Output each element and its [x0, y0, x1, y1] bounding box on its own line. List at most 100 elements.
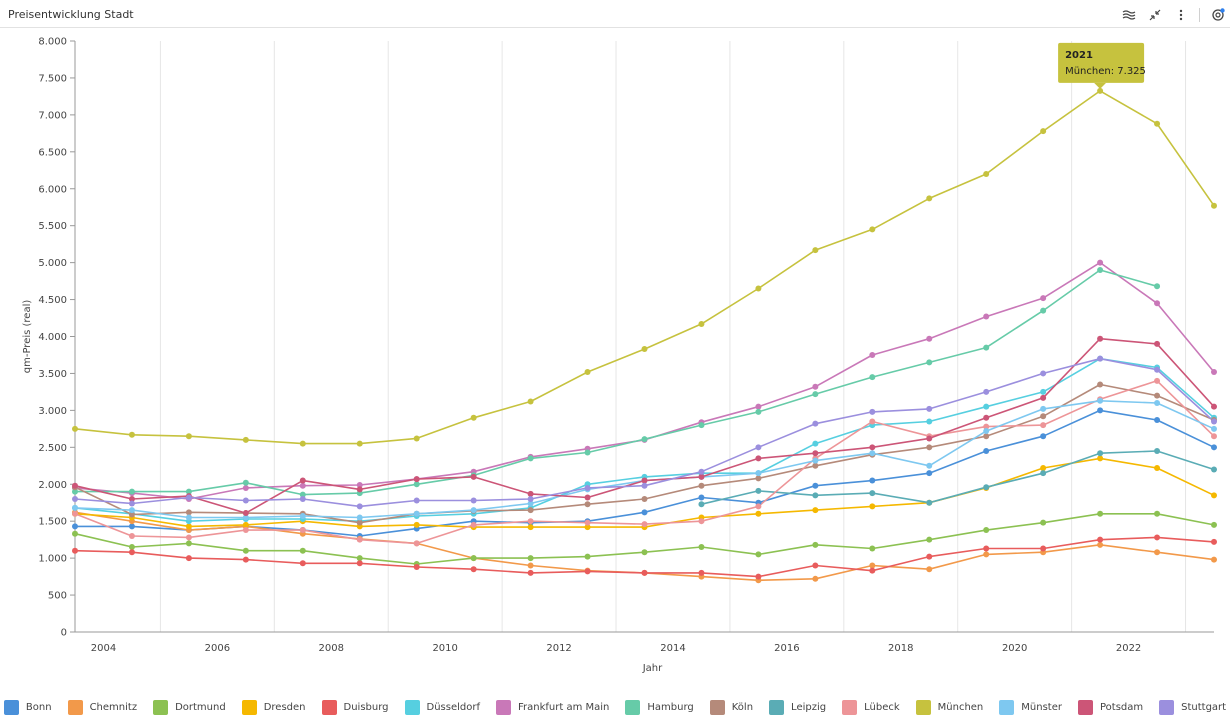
data-point-köln[interactable]	[584, 501, 591, 508]
data-point-frankfurt-am-main[interactable]	[812, 383, 819, 390]
data-point-dortmund[interactable]	[869, 545, 876, 552]
data-point-stuttgart[interactable]	[869, 408, 876, 415]
data-point-lübeck[interactable]	[983, 423, 990, 430]
data-point-münster[interactable]	[1040, 405, 1047, 412]
data-point-münster[interactable]	[1154, 399, 1161, 406]
data-point-münchen[interactable]	[641, 346, 648, 353]
data-point-potsdam[interactable]	[698, 473, 705, 480]
data-point-münchen[interactable]	[185, 433, 192, 440]
data-point-leipzig[interactable]	[1154, 448, 1161, 455]
data-point-hamburg[interactable]	[812, 391, 819, 398]
data-point-münster[interactable]	[128, 507, 135, 514]
legend-item-dortmund[interactable]: Dortmund	[153, 699, 226, 715]
data-point-lübeck[interactable]	[584, 519, 591, 526]
data-point-münchen[interactable]	[698, 320, 705, 327]
data-point-leipzig[interactable]	[869, 490, 876, 497]
data-point-dresden[interactable]	[1211, 492, 1217, 499]
data-point-potsdam[interactable]	[470, 473, 477, 480]
data-point-münchen[interactable]	[470, 414, 477, 421]
data-point-stuttgart[interactable]	[698, 468, 705, 475]
data-point-frankfurt-am-main[interactable]	[299, 482, 306, 489]
data-point-chemnitz[interactable]	[1211, 556, 1217, 563]
data-point-hamburg[interactable]	[299, 491, 306, 498]
legend-item-düsseldorf[interactable]: Düsseldorf	[404, 699, 480, 715]
data-point-münster[interactable]	[185, 514, 192, 521]
data-point-chemnitz[interactable]	[1097, 541, 1104, 548]
data-point-dortmund[interactable]	[242, 547, 249, 554]
data-point-frankfurt-am-main[interactable]	[983, 313, 990, 320]
data-point-münchen[interactable]	[926, 195, 933, 202]
data-point-münchen[interactable]	[755, 285, 762, 292]
data-point-münster[interactable]	[527, 500, 534, 507]
data-point-frankfurt-am-main[interactable]	[1040, 295, 1047, 302]
data-point-köln[interactable]	[1154, 392, 1161, 399]
data-point-potsdam[interactable]	[812, 450, 819, 457]
data-point-dortmund[interactable]	[1040, 519, 1047, 526]
data-point-dortmund[interactable]	[1211, 521, 1217, 528]
data-point-chemnitz[interactable]	[983, 551, 990, 558]
data-point-münchen[interactable]	[584, 368, 591, 375]
data-point-stuttgart[interactable]	[242, 497, 249, 504]
data-point-münchen[interactable]	[527, 398, 534, 405]
settings-icon[interactable]	[1210, 7, 1226, 23]
data-point-stuttgart[interactable]	[72, 496, 78, 503]
data-point-münster[interactable]	[926, 462, 933, 469]
data-point-dortmund[interactable]	[926, 536, 933, 543]
data-point-stuttgart[interactable]	[356, 503, 363, 510]
data-point-bonn[interactable]	[869, 477, 876, 484]
data-point-duisburg[interactable]	[356, 560, 363, 567]
legend-item-münster[interactable]: Münster	[999, 699, 1062, 715]
data-point-köln[interactable]	[698, 482, 705, 489]
data-point-potsdam[interactable]	[584, 494, 591, 501]
data-point-hamburg[interactable]	[1097, 267, 1104, 274]
data-point-düsseldorf[interactable]	[812, 440, 819, 447]
data-point-duisburg[interactable]	[1154, 534, 1161, 541]
legend-item-potsdam[interactable]: Potsdam	[1077, 699, 1143, 715]
data-point-hamburg[interactable]	[698, 422, 705, 429]
data-point-lübeck[interactable]	[413, 540, 420, 547]
data-point-lübeck[interactable]	[869, 418, 876, 425]
data-point-leipzig[interactable]	[698, 501, 705, 508]
data-point-hamburg[interactable]	[1040, 307, 1047, 314]
data-point-bonn[interactable]	[1154, 416, 1161, 423]
data-point-dresden[interactable]	[755, 510, 762, 517]
data-point-münster[interactable]	[983, 428, 990, 435]
data-point-lübeck[interactable]	[242, 527, 249, 534]
data-point-münster[interactable]	[812, 457, 819, 464]
data-point-duisburg[interactable]	[641, 569, 648, 576]
data-point-dortmund[interactable]	[584, 553, 591, 560]
legend-item-stuttgart[interactable]: Stuttgart	[1159, 699, 1226, 715]
data-point-lübeck[interactable]	[527, 518, 534, 525]
data-point-köln[interactable]	[641, 496, 648, 503]
data-point-leipzig[interactable]	[983, 484, 990, 491]
data-point-duisburg[interactable]	[812, 562, 819, 569]
data-point-hamburg[interactable]	[128, 488, 135, 495]
data-point-duisburg[interactable]	[1211, 538, 1217, 545]
data-point-stuttgart[interactable]	[470, 497, 477, 504]
data-point-münchen[interactable]	[356, 440, 363, 447]
data-point-bonn[interactable]	[983, 448, 990, 455]
data-point-dresden[interactable]	[1154, 464, 1161, 471]
data-point-duisburg[interactable]	[926, 553, 933, 560]
data-point-chemnitz[interactable]	[869, 562, 876, 569]
data-point-stuttgart[interactable]	[641, 482, 648, 489]
data-point-dortmund[interactable]	[185, 540, 192, 547]
data-point-münchen[interactable]	[983, 170, 990, 177]
chart-type-icon[interactable]	[1121, 7, 1137, 23]
data-point-münster[interactable]	[470, 507, 477, 514]
data-point-dortmund[interactable]	[299, 547, 306, 554]
legend-item-köln[interactable]: Köln	[709, 699, 753, 715]
data-point-potsdam[interactable]	[413, 476, 420, 483]
data-point-münchen[interactable]	[1211, 202, 1217, 209]
data-point-münster[interactable]	[299, 513, 306, 520]
data-point-potsdam[interactable]	[527, 490, 534, 497]
data-point-bonn[interactable]	[1211, 444, 1217, 451]
data-point-lübeck[interactable]	[72, 510, 78, 517]
data-point-köln[interactable]	[1097, 381, 1104, 388]
data-point-chemnitz[interactable]	[1154, 549, 1161, 556]
data-point-lübeck[interactable]	[1040, 422, 1047, 429]
data-point-hamburg[interactable]	[185, 488, 192, 495]
data-point-leipzig[interactable]	[812, 492, 819, 499]
legend-item-hamburg[interactable]: Hamburg	[625, 699, 694, 715]
data-point-dortmund[interactable]	[72, 530, 78, 537]
